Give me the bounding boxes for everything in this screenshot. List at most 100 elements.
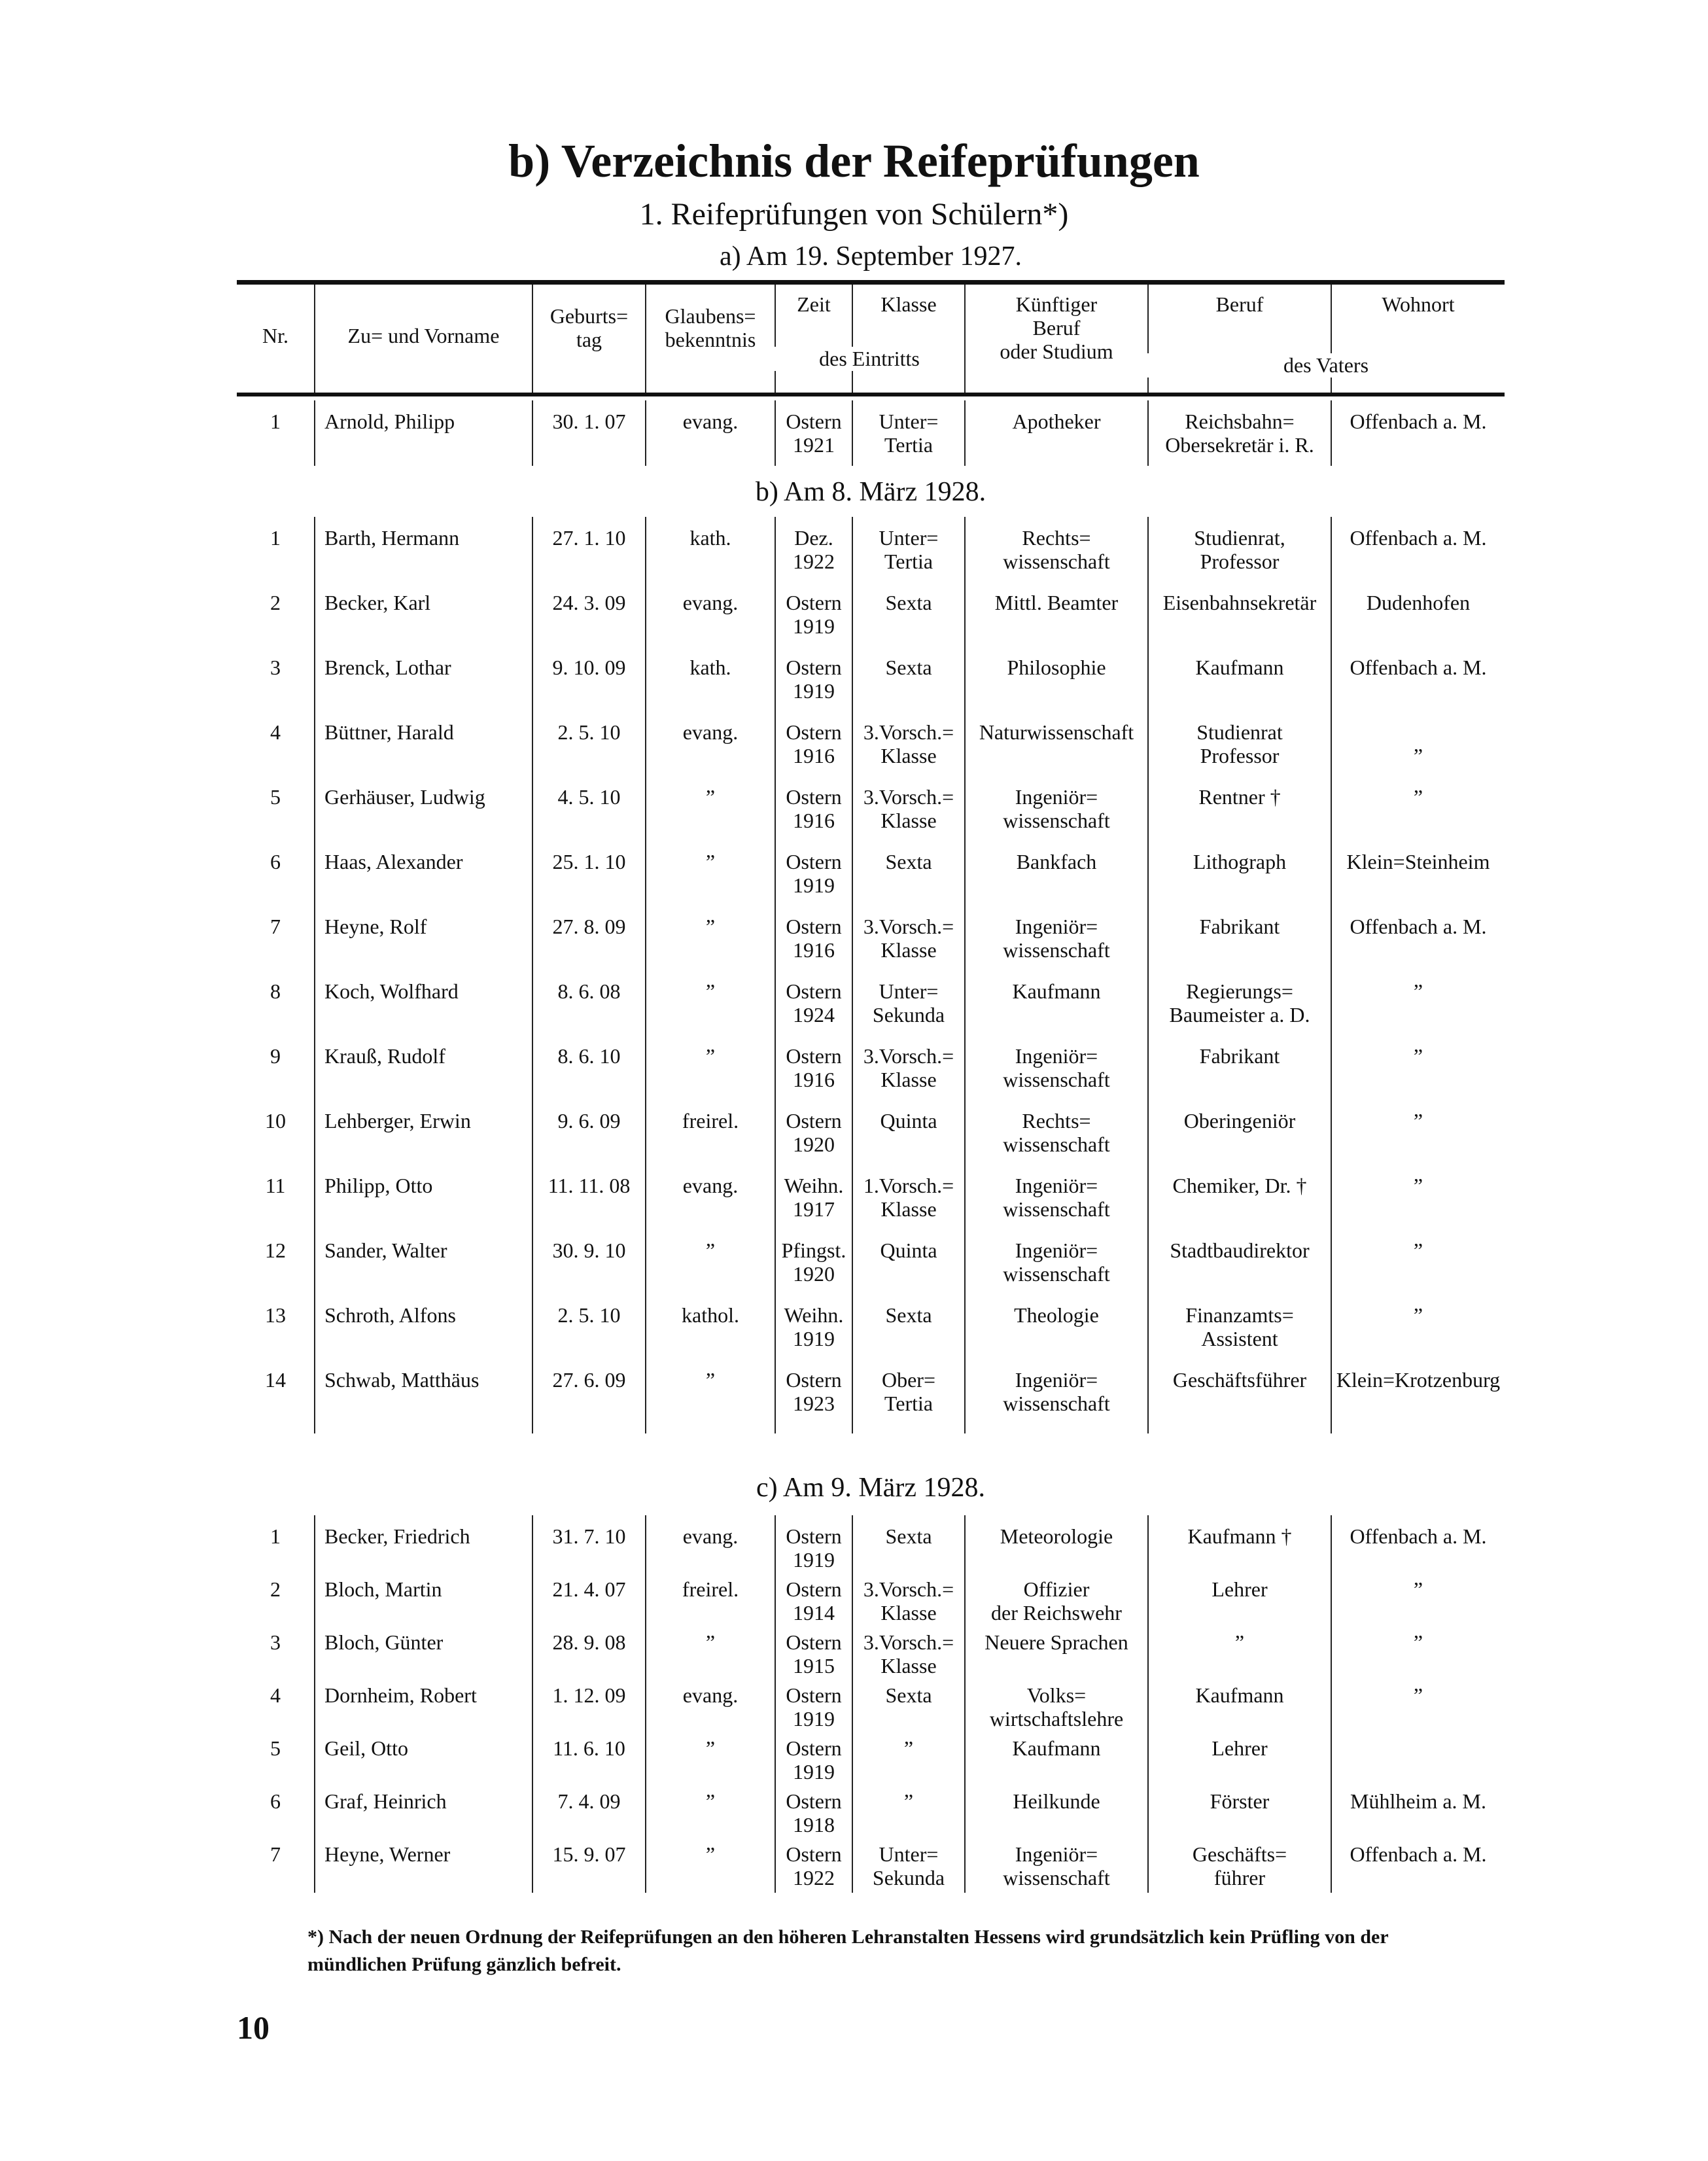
cell-father-job: Lithograph <box>1147 841 1331 905</box>
table-row: 7 Heyne, Werner 15. 9. 07” Ostern 1922 Unter… <box>237 1833 1505 1893</box>
cell-birthdate: 15. 9. 07 <box>532 1833 645 1893</box>
cell-future-career: Offizier der Reichswehr <box>964 1568 1147 1625</box>
table-row: 3 Bloch, Günter 28. 9. 08” Ostern 1915 3.Vor… <box>237 1621 1505 1678</box>
cell-entry-time: Ostern 1915 <box>775 1621 852 1678</box>
cell-birthdate: 31. 7. 10 <box>532 1515 645 1568</box>
cell-residence: ” <box>1331 1100 1505 1165</box>
cell-father-job: Eisenbahnsekretär <box>1147 582 1331 646</box>
header-name: Zu= und Vorname <box>314 285 532 393</box>
cell-entry-time: Ostern 1916 <box>775 905 852 970</box>
table-row: 4 Büttner, Harald 2. 5. 10 evang. Ostern 191… <box>237 711 1505 776</box>
cell-entry-class: Quinta <box>852 1229 964 1294</box>
cell-father-job: Chemiker, Dr. † <box>1147 1165 1331 1229</box>
header-future-career: Künftiger Beruf oder Studium <box>964 285 1147 393</box>
cell-father-job: Kaufmann <box>1147 1674 1331 1727</box>
cell-religion: evang. <box>645 400 775 466</box>
table-row: 8 Koch, Wolfhard 8. 6. 08” Ostern 1924 Unter… <box>237 970 1505 1035</box>
cell-father-job: Kaufmann † <box>1147 1515 1331 1568</box>
table-row: 10 Lehberger, Erwin 9. 6. 09 freirel. Ostern… <box>237 1100 1505 1165</box>
cell-birthdate: 27. 1. 10 <box>532 517 645 582</box>
section-a-table: 1 Arnold, Philipp 30. 1. 07 evang. Ostern 19… <box>237 400 1505 466</box>
table-row: 1 Barth, Hermann 27. 1. 10 kath. Dez. 1922 Un… <box>237 517 1505 582</box>
cell-religion: evang. <box>645 711 775 776</box>
section-c-caption: c) Am 9. März 1928. <box>756 1473 985 1503</box>
cell-name: Brenck, Lothar <box>314 646 532 711</box>
cell-nr: 4 <box>270 1683 281 1707</box>
cell-entry-class: Sexta <box>852 1674 964 1727</box>
section-b-caption: b) Am 8. März 1928. <box>755 477 986 507</box>
cell-residence: Dudenhofen <box>1331 582 1505 646</box>
cell-nr: 4 <box>270 720 281 744</box>
cell-nr: 2 <box>270 1577 281 1601</box>
cell-residence: ” <box>1331 1674 1505 1727</box>
cell-entry-time: Ostern 1916 <box>775 711 852 776</box>
cell-religion: kath. <box>645 517 775 582</box>
cell-religion: ” <box>645 1229 775 1294</box>
cell-name: Heyne, Rolf <box>314 905 532 970</box>
cell-name: Haas, Alexander <box>314 841 532 905</box>
cell-nr: 13 <box>265 1303 286 1327</box>
cell-residence: Offenbach a. M. <box>1331 905 1505 970</box>
cell-birthdate: 24. 3. 09 <box>532 582 645 646</box>
cell-father-job: Finanzamts= Assistent <box>1147 1294 1331 1359</box>
cell-entry-class: Sexta <box>852 1294 964 1359</box>
header-father-job: Beruf <box>1147 285 1331 393</box>
cell-name: Bloch, Günter <box>314 1621 532 1674</box>
cell-religion: ” <box>645 1833 775 1893</box>
cell-religion: ” <box>645 1359 775 1433</box>
cell-religion: freirel. <box>645 1100 775 1165</box>
cell-nr: 10 <box>265 1109 286 1133</box>
table-row: 12 Sander, Walter 30. 9. 10” Pfingst. 1920 Q… <box>237 1229 1505 1294</box>
cell-residence: Offenbach a. M. <box>1331 646 1505 711</box>
cell-residence: Offenbach a. M. <box>1331 1833 1505 1893</box>
cell-future-career: Naturwissenschaft <box>964 711 1147 776</box>
cell-name: Krauß, Rudolf <box>314 1035 532 1100</box>
cell-entry-time: Ostern 1919 <box>775 1674 852 1731</box>
section-a-caption: a) Am 19. September 1927. <box>720 241 1022 272</box>
cell-birthdate: 21. 4. 07 <box>532 1568 645 1621</box>
table-row: 1 Arnold, Philipp 30. 1. 07 evang. Ostern 19… <box>237 400 1505 466</box>
cell-name: Büttner, Harald <box>314 711 532 776</box>
table-row: 5 Geil, Otto 11. 6. 10” Ostern 1919” Kaufman… <box>237 1727 1505 1783</box>
cell-residence <box>1331 1727 1505 1780</box>
cell-future-career: Theologie <box>964 1294 1147 1359</box>
cell-future-career: Rechts= wissenschaft <box>964 517 1147 582</box>
cell-residence: Klein=Krotzenburg <box>1331 1359 1505 1433</box>
cell-entry-class: Sexta <box>852 646 964 711</box>
cell-entry-time: Ostern 1922 <box>775 1833 852 1893</box>
cell-future-career: Ingeniör= wissenschaft <box>964 1165 1147 1229</box>
cell-entry-class: 3.Vorsch.= Klasse <box>852 711 964 776</box>
cell-father-job: Lehrer <box>1147 1727 1331 1780</box>
cell-residence: ” <box>1331 970 1505 1035</box>
cell-name: Schwab, Matthäus <box>314 1359 532 1433</box>
cell-entry-class: ” <box>852 1727 964 1780</box>
cell-birthdate: 9. 10. 09 <box>532 646 645 711</box>
cell-religion: kathol. <box>645 1294 775 1359</box>
cell-entry-time: Ostern 1919 <box>775 1515 852 1572</box>
cell-future-career: Philosophie <box>964 646 1147 711</box>
cell-future-career: Ingeniör= wissenschaft <box>964 1229 1147 1294</box>
cell-name: Dornheim, Robert <box>314 1674 532 1727</box>
cell-father-job: Kaufmann <box>1147 646 1331 711</box>
table-row: 13 Schroth, Alfons 2. 5. 10 kathol. Weihn. 1… <box>237 1294 1505 1359</box>
cell-nr: 6 <box>270 850 281 873</box>
table-row: 1 Becker, Friedrich 31. 7. 10 evang. Ostern … <box>237 1515 1505 1572</box>
cell-future-career: Bankfach <box>964 841 1147 905</box>
cell-entry-time: Ostern 1916 <box>775 776 852 841</box>
cell-father-job: Geschäftsführer <box>1147 1359 1331 1433</box>
cell-entry-class: ” <box>852 1780 964 1833</box>
cell-birthdate: 11. 6. 10 <box>532 1727 645 1780</box>
cell-father-job: Oberingeniör <box>1147 1100 1331 1165</box>
cell-entry-class: Unter= Sekunda <box>852 1833 964 1893</box>
cell-future-career: Ingeniör= wissenschaft <box>964 1035 1147 1100</box>
cell-residence: ” <box>1331 1035 1505 1100</box>
table-row: 5 Gerhäuser, Ludwig 4. 5. 10” Ostern 1916 3.… <box>237 776 1505 841</box>
cell-religion: evang. <box>645 1165 775 1229</box>
cell-nr: 2 <box>270 591 281 614</box>
table-row: 14 Schwab, Matthäus 27. 6. 09” Ostern 1923 O… <box>237 1359 1505 1433</box>
cell-future-career: Ingeniör= wissenschaft <box>964 776 1147 841</box>
page-title: b) Verzeichnis der Reifeprüfungen <box>508 135 1200 187</box>
cell-nr: 5 <box>270 785 281 809</box>
cell-religion: evang. <box>645 582 775 646</box>
cell-entry-class: Unter= Sekunda <box>852 970 964 1035</box>
